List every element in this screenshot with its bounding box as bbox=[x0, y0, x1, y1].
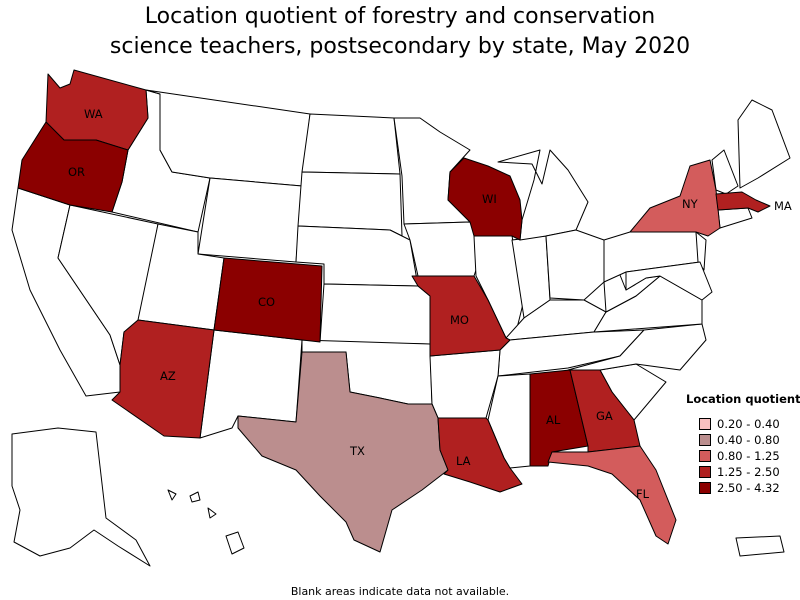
legend: Location quotient 0.20 - 0.40 0.40 - 0.8… bbox=[686, 392, 800, 496]
legend-label: 1.25 - 2.50 bbox=[717, 465, 780, 479]
legend-label: 2.50 - 4.32 bbox=[717, 481, 780, 495]
legend-item: 0.40 - 0.80 bbox=[686, 432, 798, 448]
state-or[interactable] bbox=[17, 121, 129, 213]
state-nj bbox=[695, 231, 707, 271]
state-oh bbox=[545, 229, 605, 301]
state-md-de bbox=[625, 261, 713, 301]
state-wy bbox=[197, 177, 303, 263]
legend-swatch bbox=[699, 434, 711, 446]
state-label-az: AZ bbox=[160, 369, 176, 383]
state-label-la: LA bbox=[456, 454, 471, 468]
state-wi[interactable] bbox=[447, 157, 523, 241]
legend-label: 0.20 - 0.40 bbox=[717, 417, 780, 431]
state-ks bbox=[319, 283, 431, 345]
state-az[interactable] bbox=[111, 319, 215, 439]
state-ma[interactable] bbox=[715, 191, 771, 213]
state-label-wa: WA bbox=[84, 107, 103, 121]
state-label-ga: GA bbox=[596, 409, 613, 423]
footnote: Blank areas indicate data not available. bbox=[290, 585, 510, 598]
legend-swatch bbox=[699, 466, 711, 478]
state-label-wi: WI bbox=[482, 192, 497, 206]
state-la[interactable] bbox=[437, 417, 523, 493]
state-ga[interactable] bbox=[569, 369, 641, 453]
legend-item: 0.20 - 0.40 bbox=[686, 416, 798, 432]
no-data-states bbox=[11, 89, 791, 567]
legend-swatch bbox=[699, 418, 711, 430]
map-title: Location quotient of forestry and conser… bbox=[0, 2, 800, 62]
legend-swatch bbox=[699, 482, 711, 494]
state-label-co: CO bbox=[258, 295, 275, 309]
map-title-line1: Location quotient of forestry and conser… bbox=[144, 4, 656, 29]
legend-item: 0.80 - 1.25 bbox=[686, 448, 798, 464]
legend-item: 2.50 - 4.32 bbox=[686, 480, 798, 496]
state-label-fl: FL bbox=[636, 487, 650, 501]
state-label-al: AL bbox=[546, 413, 561, 427]
legend-item: 1.25 - 2.50 bbox=[686, 464, 798, 480]
state-fl[interactable] bbox=[547, 445, 677, 545]
state-me bbox=[737, 99, 791, 189]
state-pr bbox=[735, 535, 785, 557]
state-label-or: OR bbox=[68, 165, 85, 179]
state-co[interactable] bbox=[213, 257, 323, 343]
state-ak bbox=[11, 427, 151, 567]
state-ar bbox=[429, 349, 501, 419]
state-label-tx: TX bbox=[349, 444, 365, 458]
legend-label: 0.40 - 0.80 bbox=[717, 433, 780, 447]
state-nd bbox=[301, 113, 401, 175]
state-mo[interactable] bbox=[411, 275, 511, 357]
state-ct-ri bbox=[717, 207, 753, 229]
legend-swatch bbox=[699, 450, 711, 462]
legend-label: 0.80 - 1.25 bbox=[717, 449, 780, 463]
state-label-ny: NY bbox=[682, 197, 699, 211]
state-tx[interactable] bbox=[237, 351, 449, 553]
state-labels: WA OR CO AZ TX MO LA WI AL GA FL NY MA bbox=[68, 107, 792, 501]
state-label-mo: MO bbox=[450, 313, 469, 327]
state-ny[interactable] bbox=[629, 159, 721, 237]
legend-title: Location quotient bbox=[686, 392, 800, 406]
map-title-line2: science teachers, postsecondary by state… bbox=[109, 34, 691, 59]
state-label-ma: MA bbox=[774, 199, 792, 213]
state-hi bbox=[167, 489, 245, 555]
